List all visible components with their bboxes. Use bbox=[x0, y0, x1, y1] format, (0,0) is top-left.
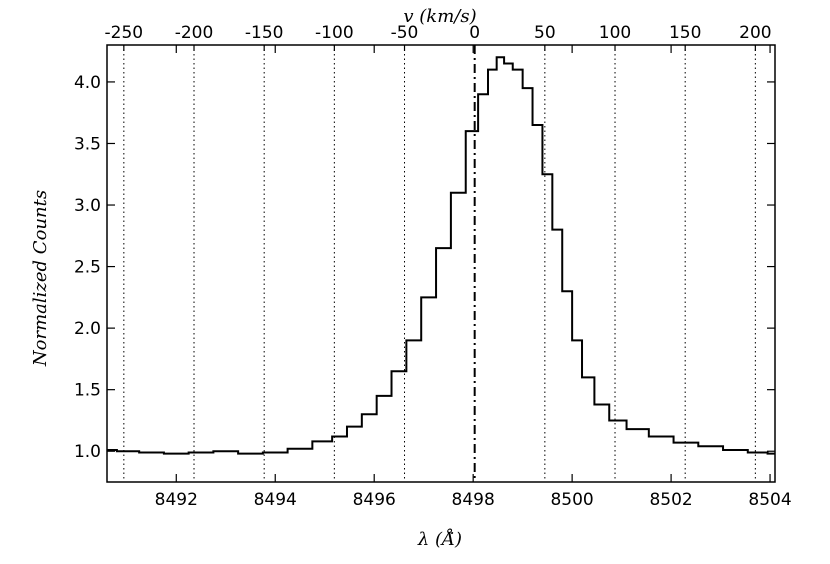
top-x-tick-label: 0 bbox=[469, 23, 480, 43]
velocity-grid bbox=[123, 45, 756, 482]
top-x-tick-label: 200 bbox=[739, 23, 771, 43]
y-tick-label: 3.0 bbox=[74, 196, 101, 216]
plot-frame bbox=[106, 44, 776, 483]
top-x-tick-label: -200 bbox=[175, 23, 214, 43]
spectrum-line bbox=[107, 56, 775, 455]
y-tick-label: 4.0 bbox=[74, 73, 101, 93]
y-tick-label: 1.5 bbox=[74, 381, 101, 401]
top-x-tick-label: -150 bbox=[245, 23, 284, 43]
y-tick-label: 2.5 bbox=[74, 258, 101, 278]
top-x-tick-label: -250 bbox=[105, 23, 144, 43]
x-tick-label: 8504 bbox=[748, 490, 791, 510]
y-axis: 1.0 1.5 2.0 2.5 3.0 3.5 4.0 bbox=[74, 73, 775, 462]
x-tick-label: 8494 bbox=[254, 490, 297, 510]
top-x-tick-label: 150 bbox=[669, 23, 701, 43]
x-tick-label: 8496 bbox=[353, 490, 396, 510]
bottom-x-axis: 8492 8494 8496 8498 8500 8502 8504 bbox=[155, 45, 792, 510]
y-axis-label: Normalized Counts bbox=[30, 190, 51, 367]
x-tick-label: 8498 bbox=[452, 490, 495, 510]
x-axis-label: λ (Å̇) bbox=[417, 528, 462, 550]
y-tick-label: 3.5 bbox=[74, 134, 101, 154]
x-tick-label: 8500 bbox=[550, 490, 593, 510]
top-x-axis: -250 -200 -150 -100 -50 0 50 100 150 200 bbox=[105, 23, 772, 51]
top-x-tick-label: -50 bbox=[391, 23, 419, 43]
x-tick-label: 8492 bbox=[155, 490, 198, 510]
top-axis-label: v (km/s) bbox=[403, 6, 476, 27]
x-tick-label: 8502 bbox=[649, 490, 692, 510]
y-tick-label: 1.0 bbox=[74, 442, 101, 462]
y-tick-label: 2.0 bbox=[74, 319, 101, 339]
top-x-tick-label: -100 bbox=[315, 23, 354, 43]
top-x-tick-label: 100 bbox=[599, 23, 631, 43]
top-x-tick-label: 50 bbox=[534, 23, 556, 43]
